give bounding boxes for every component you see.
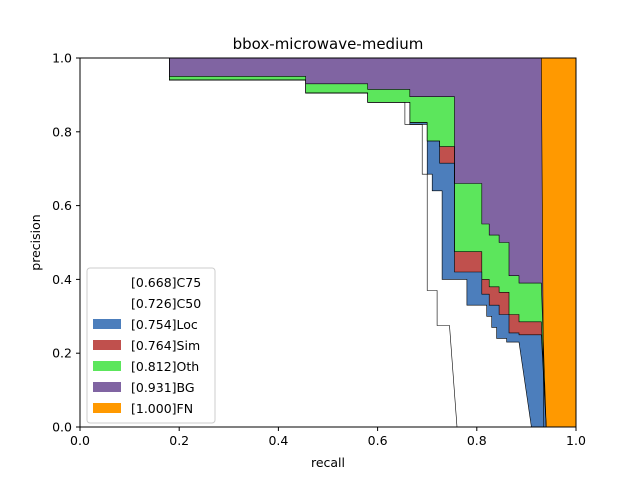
legend-entry: [0.812]Oth <box>131 359 199 374</box>
legend-entry: [1.000]FN <box>131 401 193 416</box>
legend-swatch <box>93 340 121 350</box>
legend-swatch <box>93 277 121 287</box>
legend-swatch <box>93 361 121 371</box>
x-tick-label: 0.2 <box>169 433 189 448</box>
legend-entry: [0.726]C50 <box>131 296 201 311</box>
x-tick-label: 1.0 <box>566 433 586 448</box>
legend-entry: [0.764]Sim <box>131 338 200 353</box>
y-tick-label: 0.6 <box>52 198 72 213</box>
y-tick-label: 1.0 <box>52 51 72 66</box>
y-tick-label: 0.4 <box>52 272 72 287</box>
x-axis-label: recall <box>311 455 345 470</box>
legend-entry: [0.668]C75 <box>131 275 201 290</box>
legend-entry: [0.754]Loc <box>131 317 198 332</box>
y-tick-label: 0.8 <box>52 124 72 139</box>
x-tick-label: 0.4 <box>268 433 288 448</box>
y-axis-ticks: 0.0 0.2 0.4 0.6 0.8 1.0 <box>52 51 80 435</box>
legend-swatch <box>93 382 121 392</box>
y-axis-label: precision <box>28 214 43 270</box>
x-tick-label: 0.0 <box>70 433 90 448</box>
x-tick-label: 0.8 <box>467 433 487 448</box>
x-tick-label: 0.6 <box>368 433 388 448</box>
legend-swatch <box>93 403 121 413</box>
y-tick-label: 0.0 <box>52 420 72 435</box>
chart-title: bbox-microwave-medium <box>233 35 424 53</box>
plot-frame <box>79 57 577 428</box>
legend-entry: [0.931]BG <box>131 380 195 395</box>
x-axis-ticks: 0.0 0.2 0.4 0.6 0.8 1.0 <box>70 427 586 448</box>
y-tick-label: 0.2 <box>52 346 72 361</box>
legend-swatch <box>93 298 121 308</box>
outline--0-812-oth <box>80 57 547 428</box>
legend: [0.668]C75 [0.726]C50 [0.754]Loc [0.764]Sim… <box>86 267 216 424</box>
legend-swatch <box>93 319 121 329</box>
